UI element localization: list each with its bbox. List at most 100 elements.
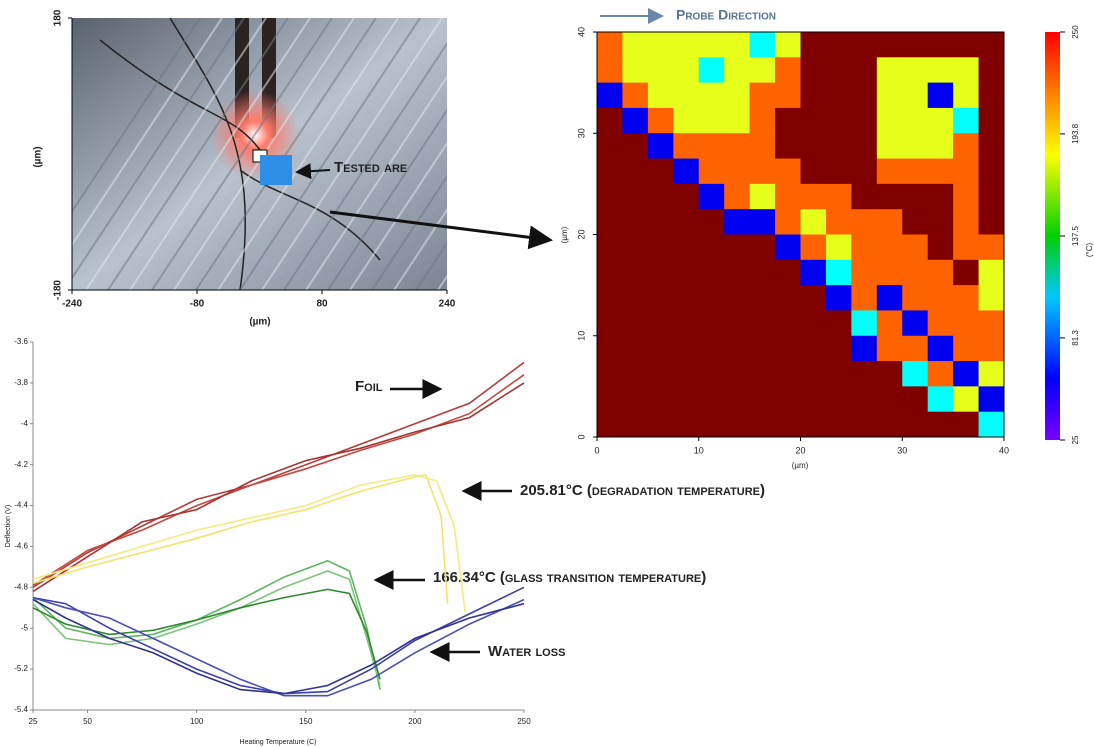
heatmap-cell — [597, 260, 623, 286]
heatmap-cell — [724, 412, 750, 438]
colorbar — [1045, 32, 1060, 440]
heatmap-cell — [750, 336, 776, 362]
heatmap-cell — [851, 83, 877, 109]
heatmap-cell — [801, 32, 827, 58]
heatmap-cell — [724, 336, 750, 362]
heatmap-cell — [648, 133, 674, 159]
heatmap-cell — [826, 386, 852, 412]
heatmap-cell — [622, 184, 648, 210]
heatmap-cell — [928, 260, 954, 286]
heatmap-cell — [979, 57, 1005, 83]
figure: Tested are (µm) (µm) Probe Direction (µm… — [0, 0, 1094, 747]
heatmap-cell — [648, 336, 674, 362]
heatmap-cell — [673, 83, 699, 109]
series-line — [33, 587, 524, 693]
heatmap-cell — [928, 386, 954, 412]
heatmap-cell — [953, 361, 979, 387]
heatmap-cell — [953, 336, 979, 362]
heatmap-cell — [750, 285, 776, 311]
colorbar-label: (°C) — [1085, 243, 1094, 258]
heatmap-cell — [648, 235, 674, 261]
heatmap-cell — [724, 235, 750, 261]
heatmap-cell — [750, 184, 776, 210]
heatmap-cell — [953, 83, 979, 109]
heatmap-cell — [877, 83, 903, 109]
x-tick-label: 250 — [517, 717, 531, 726]
heatmap-cell — [622, 336, 648, 362]
heatmap-cell — [648, 209, 674, 235]
heatmap-cell — [928, 361, 954, 387]
heatmap-cell — [902, 209, 928, 235]
heatmap-cell — [724, 57, 750, 83]
heatmap-cell — [699, 209, 725, 235]
heatmap-cell — [648, 285, 674, 311]
heatmap-cell — [724, 260, 750, 286]
heatmap-cell — [851, 184, 877, 210]
heatmap-cell — [775, 184, 801, 210]
heatmap-cell — [979, 32, 1005, 58]
heatmap-cell — [724, 83, 750, 109]
heatmap-cell — [877, 159, 903, 185]
heatmap-cell — [673, 260, 699, 286]
heatmap-cell — [597, 184, 623, 210]
annotation: Foil — [355, 378, 383, 395]
heatmap-cell — [699, 108, 725, 134]
heatmap-cell — [699, 32, 725, 58]
series-line — [33, 475, 448, 604]
heatmap-cell — [826, 159, 852, 185]
heatmap-cell — [953, 310, 979, 336]
heatmap-cell — [877, 209, 903, 235]
heatmap-cell — [724, 159, 750, 185]
heatmap-cell — [648, 57, 674, 83]
heatmap-cell — [673, 336, 699, 362]
y-tick-label: 180 — [53, 9, 64, 26]
heatmap-cell — [699, 184, 725, 210]
x-tick-label: -240 — [62, 299, 82, 310]
heatmap-cell — [928, 32, 954, 58]
heatmap-cell — [775, 32, 801, 58]
heatmap-cell — [673, 361, 699, 387]
heatmap-cell — [724, 310, 750, 336]
heatmap-cell — [724, 386, 750, 412]
heatmap-cell — [750, 83, 776, 109]
heatmap-cell — [801, 361, 827, 387]
heatmap-cell — [851, 386, 877, 412]
heatmap-cell — [597, 386, 623, 412]
y-tick-label: 10 — [576, 331, 586, 341]
x-tick-label: 200 — [408, 717, 422, 726]
heatmap-cell — [699, 285, 725, 311]
heatmap-cell — [648, 32, 674, 58]
heatmap-cell — [699, 412, 725, 438]
heatmap-cell — [673, 209, 699, 235]
heatmap-cell — [775, 412, 801, 438]
series-line — [33, 375, 524, 586]
colorbar-tick-label: 81.3 — [1071, 330, 1080, 346]
heatmap-cell — [902, 336, 928, 362]
heatmap-cell — [877, 235, 903, 261]
x-tick-label: 240 — [439, 299, 456, 310]
heatmap-cell — [826, 32, 852, 58]
heatmap-cell — [597, 209, 623, 235]
heatmap-cell — [826, 235, 852, 261]
heatmap-cell — [775, 133, 801, 159]
heatmap-cell — [851, 235, 877, 261]
heatmap-cell — [597, 83, 623, 109]
heatmap-cell — [597, 285, 623, 311]
heatmap-cell — [801, 184, 827, 210]
heatmap-cell — [775, 83, 801, 109]
heatmap-cell — [902, 361, 928, 387]
heatmap-cell — [724, 285, 750, 311]
heatmap-cell — [724, 184, 750, 210]
heatmap-cell — [622, 83, 648, 109]
heatmap-cell — [902, 412, 928, 438]
x-tick-label: 0 — [594, 445, 599, 455]
heatmap-cell — [775, 209, 801, 235]
heatmap-cell — [851, 57, 877, 83]
heatmap-cell — [851, 209, 877, 235]
heatmap-cell — [826, 285, 852, 311]
heatmap-cell — [801, 310, 827, 336]
x-tick-label: 100 — [190, 717, 204, 726]
heatmap-cell — [928, 336, 954, 362]
heatmap-cell — [673, 57, 699, 83]
y-tick-label: -5.4 — [14, 705, 28, 714]
